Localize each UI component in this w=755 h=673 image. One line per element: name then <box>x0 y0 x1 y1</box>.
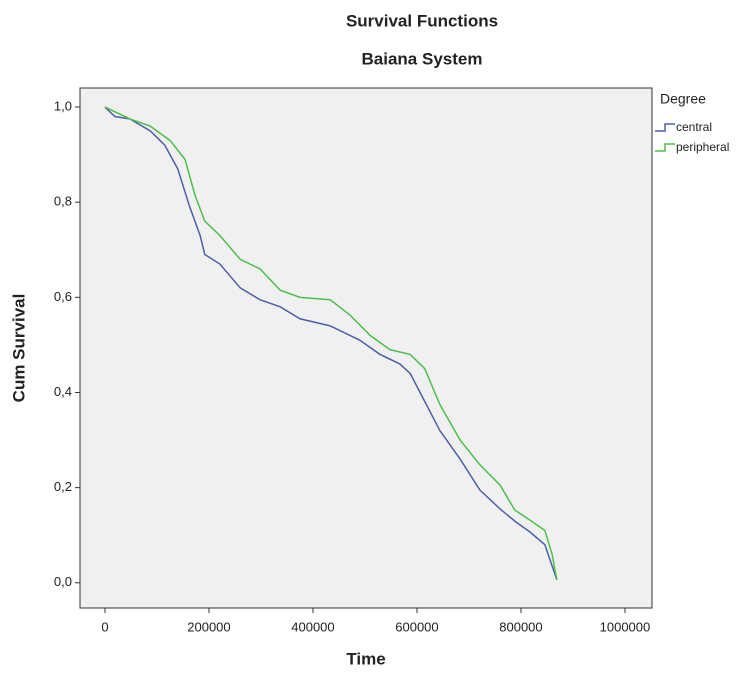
x-tick-label: 200000 <box>187 619 230 634</box>
legend-label: central <box>676 120 712 134</box>
legend-swatch <box>655 123 675 132</box>
x-axis-title: Time <box>346 649 385 668</box>
legend-swatch <box>655 143 675 152</box>
x-tick-label: 1000000 <box>600 619 651 634</box>
y-axis-title: Cum Survival <box>9 294 28 403</box>
y-tick-label: 0,0 <box>54 574 72 589</box>
y-tick-label: 0,4 <box>54 384 72 399</box>
legend-title: Degree <box>660 91 706 107</box>
x-tick-label: 600000 <box>395 619 438 634</box>
survival-line <box>104 106 558 581</box>
x-tick-label: 400000 <box>291 619 334 634</box>
chart-title: Survival Functions <box>346 11 498 30</box>
y-tick-label: 0,6 <box>54 289 72 304</box>
legend-label: peripheral <box>676 140 729 154</box>
x-tick-label: 0 <box>101 619 108 634</box>
y-tick-label: 0,8 <box>54 194 72 209</box>
survival-line <box>104 106 558 581</box>
y-tick-label: 1,0 <box>54 98 72 113</box>
chart-subtitle: Baiana System <box>362 49 483 68</box>
plot-area <box>79 87 653 609</box>
x-tick-label: 800000 <box>499 619 542 634</box>
y-tick-label: 0,2 <box>54 479 72 494</box>
